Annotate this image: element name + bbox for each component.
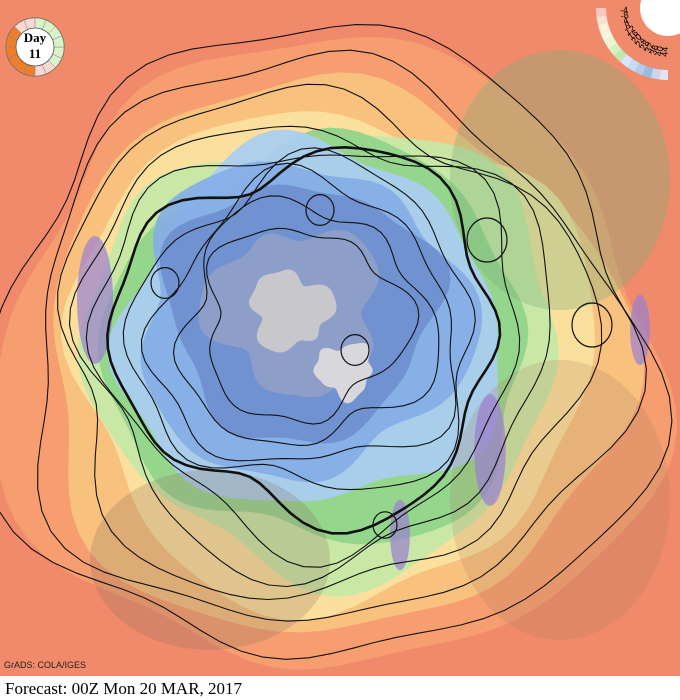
legend-swatch (596, 15, 608, 26)
contour-line (0, 24, 673, 660)
jet-streak (474, 394, 506, 506)
land-mass (450, 50, 670, 310)
legend-swatch (595, 8, 607, 17)
legend-label: 32 (643, 41, 656, 54)
legend-label: 24 (633, 35, 647, 49)
legend-label: 4 (622, 15, 630, 26)
legend-label: 8 (623, 20, 632, 31)
jet-streak (77, 236, 113, 364)
legend-label: -4 (620, 5, 629, 15)
contour-line (372, 511, 398, 539)
credit: GrADS: COLA/IGES (4, 660, 86, 670)
legend-swatch (627, 59, 640, 72)
legend-swatch (614, 49, 627, 62)
contour-line (122, 147, 476, 491)
forecast-time: Forecast: 00Z Mon 20 MAR, 2017 (5, 679, 243, 698)
height-contours (0, 24, 673, 660)
badge-label: Day (24, 30, 47, 45)
legend-swatch (620, 54, 633, 68)
legend-center (640, 0, 680, 36)
legend-label: 36 (648, 44, 661, 57)
contour-line (68, 125, 551, 588)
legend-swatch (659, 69, 668, 81)
legend-label: 28 (638, 38, 652, 52)
contour-line (140, 162, 457, 462)
jet-streak (630, 294, 650, 366)
legend-label: 44 (659, 47, 670, 58)
contour-line (305, 194, 335, 227)
contour-line (571, 302, 613, 348)
contour-line (37, 49, 647, 622)
contour-line (172, 195, 440, 446)
contour-line (85, 154, 521, 568)
cold-core (248, 269, 337, 353)
legend-label: -8 (620, 10, 630, 21)
legend-label: 12 (623, 23, 637, 37)
day-badge: Day 11 (5, 17, 65, 77)
legend-swatch (604, 36, 617, 49)
legend-swatch (642, 66, 654, 78)
contour-line (466, 217, 508, 263)
cold-core (313, 342, 373, 404)
legend-swatch (608, 43, 622, 56)
badge-center (15, 27, 55, 67)
contour-line (150, 267, 180, 300)
legend-swatch (634, 62, 646, 76)
legend-label: 40 (654, 45, 666, 57)
footer-bar (0, 676, 680, 700)
land-mass (450, 360, 670, 640)
legend-swatch (650, 68, 661, 80)
contour-line (340, 334, 370, 367)
badge-day: 11 (29, 46, 41, 61)
land-mass (90, 470, 330, 650)
contour-line (106, 145, 502, 535)
legend-label: 16 (626, 28, 640, 42)
legend-swatch (598, 22, 610, 34)
legend-label: 20 (629, 32, 643, 46)
contour-line (206, 227, 420, 425)
legend-swatch (600, 30, 614, 42)
temperature-field (0, 0, 680, 676)
